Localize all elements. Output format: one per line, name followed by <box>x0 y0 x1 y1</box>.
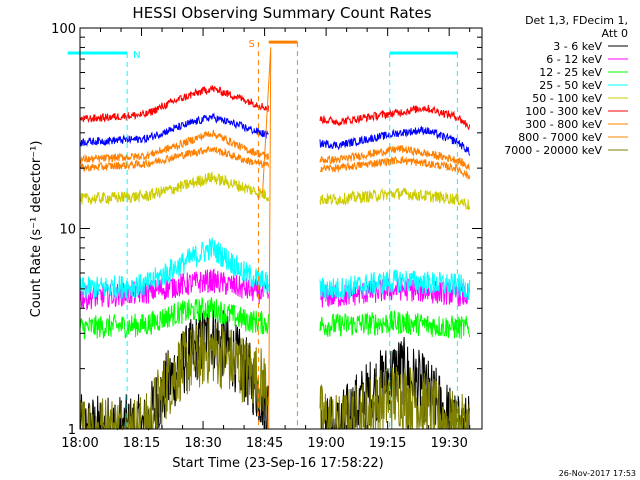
legend-item-label: 25 - 50 keV <box>539 79 602 92</box>
legend-item-label: 800 - 7000 keV <box>518 131 602 144</box>
series-8 <box>79 317 471 431</box>
legend-item-5: 100 - 300 keV <box>525 105 628 118</box>
series-4-segment-0 <box>79 171 269 206</box>
x-tick-label-3: 18:45 <box>246 436 283 451</box>
series-7-segment-0 <box>79 146 269 172</box>
series-extra-0-segment-1 <box>319 125 471 156</box>
x-tick-label-1: 18:15 <box>123 436 160 451</box>
series-3 <box>79 237 471 301</box>
legend-item-4: 50 - 100 keV <box>532 92 628 105</box>
x-axis-label: Start Time (23-Sep-16 17:58:22) <box>172 456 383 471</box>
y-axis: 1 10 100 <box>51 22 482 438</box>
series-2-segment-1 <box>319 310 471 340</box>
legend-item-7: 800 - 7000 keV <box>518 131 628 144</box>
y-tick-label-0: 1 <box>68 423 76 438</box>
legend-item-2: 12 - 25 keV <box>539 66 628 79</box>
legend-item-1: 6 - 12 keV <box>546 53 628 66</box>
y-tick-label-2: 100 <box>51 22 76 37</box>
plot-area <box>79 47 471 431</box>
y-axis-label: Count Rate (s⁻¹ detector⁻¹) <box>29 141 44 318</box>
series-7 <box>79 146 471 180</box>
generation-timestamp: 26-Nov-2017 17:53 <box>559 469 636 478</box>
legend-item-6: 300 - 800 keV <box>525 118 628 131</box>
flare-spike <box>262 47 272 430</box>
legend-item-label: 100 - 300 keV <box>525 105 602 118</box>
series-6 <box>79 129 471 171</box>
legend-item-label: 3 - 6 keV <box>553 40 602 53</box>
series-6-segment-0 <box>79 129 269 165</box>
series-8-segment-0 <box>79 317 269 431</box>
legend-item-label: 12 - 25 keV <box>539 66 602 79</box>
series-2 <box>79 296 471 340</box>
legend-item-label: 50 - 100 keV <box>532 92 602 105</box>
series-5-segment-0 <box>79 84 269 124</box>
series-extra-0-segment-0 <box>79 112 269 148</box>
series-8-segment-1 <box>319 366 471 431</box>
x-tick-label-4: 19:00 <box>307 436 344 451</box>
series-4 <box>79 171 471 210</box>
chart-title: HESSI Observing Summary Count Rates <box>132 4 431 22</box>
annotation-N: N <box>67 50 458 429</box>
legend-item-label: 300 - 800 keV <box>525 118 602 131</box>
series-5-segment-1 <box>319 104 471 131</box>
x-tick-label-6: 19:30 <box>430 436 467 451</box>
annotation-S-label: S <box>248 39 254 50</box>
x-tick-label-2: 18:30 <box>184 436 221 451</box>
y-tick-label-1: 10 <box>59 223 76 238</box>
series-extra-0 <box>79 112 471 156</box>
series-7-segment-1 <box>319 155 471 180</box>
series-5 <box>79 84 471 131</box>
series-3-segment-0 <box>79 237 269 300</box>
legend-item-0: 3 - 6 keV <box>553 40 628 53</box>
x-tick-label-5: 19:15 <box>369 436 406 451</box>
legend-item-8: 7000 - 20000 keV <box>504 144 628 157</box>
series-2-segment-0 <box>79 296 269 340</box>
legend-header-0: Det 1,3, FDecim 1, <box>525 14 628 27</box>
series-1-segment-0 <box>79 268 269 311</box>
series-6-segment-1 <box>319 145 471 171</box>
annotation-N-label: N <box>133 50 140 61</box>
series-3-segment-1 <box>319 269 471 301</box>
legend-item-label: 6 - 12 keV <box>546 53 602 66</box>
annotation-S: S <box>248 39 298 429</box>
x-tick-label-0: 18:00 <box>61 436 98 451</box>
legend-item-3: 25 - 50 keV <box>539 79 628 92</box>
series-4-segment-1 <box>319 187 471 210</box>
legend-header-1: Att 0 <box>602 27 628 40</box>
annotations: NS <box>67 39 458 429</box>
legend-item-label: 7000 - 20000 keV <box>504 144 602 157</box>
x-axis: 18:00 18:15 18:30 18:45 19:00 19:15 19:30 <box>61 28 471 451</box>
